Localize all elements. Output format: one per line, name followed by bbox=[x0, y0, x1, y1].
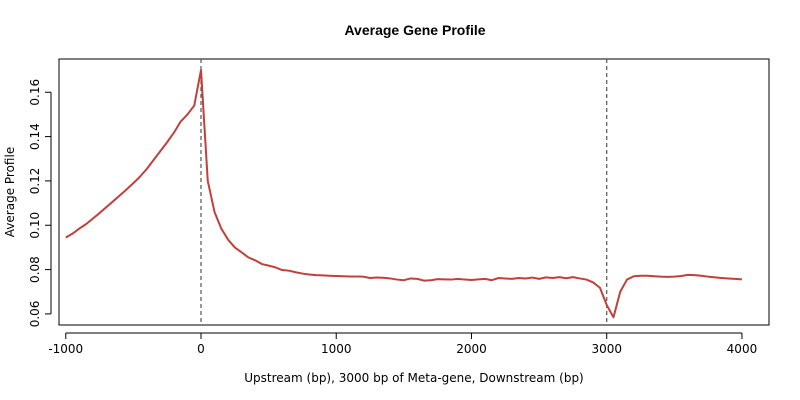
plot-frame bbox=[58, 58, 770, 326]
series-layer bbox=[65, 69, 743, 319]
series-line-0 bbox=[65, 69, 743, 319]
x-tick-label: 1000 bbox=[321, 342, 352, 356]
x-tick-label: 2000 bbox=[456, 342, 487, 356]
x-tick-label: 3000 bbox=[591, 342, 622, 356]
y-tick-label: 0.12 bbox=[28, 168, 42, 195]
y-tick-label: 0.14 bbox=[28, 123, 42, 150]
x-axis: -1000 0 1000 2000 3000 4000 bbox=[48, 332, 758, 356]
y-tick-label: 0.10 bbox=[28, 212, 42, 239]
x-tick-label: 0 bbox=[197, 342, 205, 356]
y-tick-label: 0.08 bbox=[28, 256, 42, 283]
y-tick-label: 0.06 bbox=[28, 301, 42, 328]
y-tick-label: 0.16 bbox=[28, 79, 42, 106]
x-tick-label: 4000 bbox=[727, 342, 758, 356]
x-axis-label: Upstream (bp), 3000 bp of Meta-gene, Dow… bbox=[244, 371, 584, 385]
y-axis: 0.06 0.08 0.10 0.12 0.14 0.16 bbox=[28, 79, 52, 328]
chart-title: Average Gene Profile bbox=[344, 22, 485, 38]
reference-lines bbox=[200, 59, 608, 325]
y-axis-label: Average Profile bbox=[3, 147, 17, 237]
x-tick-label: -1000 bbox=[48, 342, 83, 356]
